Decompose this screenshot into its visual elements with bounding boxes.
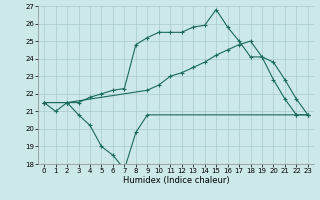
X-axis label: Humidex (Indice chaleur): Humidex (Indice chaleur) <box>123 176 229 185</box>
